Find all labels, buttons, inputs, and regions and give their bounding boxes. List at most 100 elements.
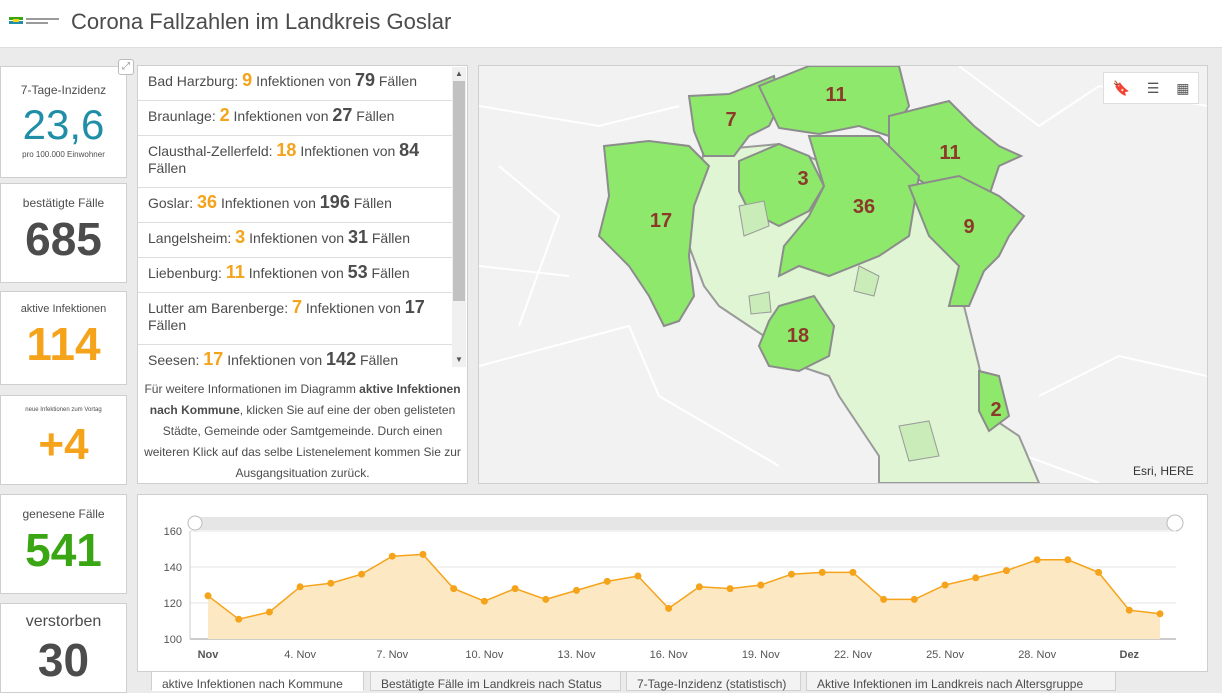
list-item-total: 196: [319, 192, 350, 212]
list-item-name: Lutter am Barenberge:: [148, 300, 289, 316]
kpi-confirmed: bestätigte Fälle 685: [0, 183, 127, 283]
tab-active-infections[interactable]: aktive Infektionen nach Kommune: [151, 671, 364, 691]
list-item[interactable]: Langelsheim: 3 Infektionen von 31 Fällen: [138, 223, 452, 258]
list-item-mid: Infektionen von: [227, 352, 323, 368]
list-info-note: Für weitere Informationen im Diagramm ak…: [138, 375, 467, 483]
data-point: [542, 595, 550, 603]
list-scrollbar[interactable]: ▲ ▼: [452, 67, 466, 367]
list-item-name: Langelsheim:: [148, 230, 232, 246]
list-item-name: Seesen:: [148, 352, 200, 368]
map-region-seesen: [597, 139, 711, 328]
data-point: [419, 550, 427, 558]
map-panel[interactable]: 11 7 11 3 36 17 9 18 2: [478, 65, 1208, 484]
list-item[interactable]: Bad Harzburg: 9 Infektionen von 79 Fälle…: [138, 66, 452, 101]
list-item-mid: Infektionen von: [233, 108, 329, 124]
data-point: [1125, 606, 1133, 614]
x-tick-label: 16. Nov: [650, 649, 688, 661]
map-regions-active: [597, 66, 1026, 433]
list-item[interactable]: Liebenburg: 11 Infektionen von 53 Fällen: [138, 258, 452, 293]
list-note-text: Für weitere Informationen im Diagramm: [144, 382, 360, 396]
data-point: [327, 579, 335, 587]
list-item-active: 7: [291, 297, 302, 317]
y-tick-label: 140: [164, 562, 182, 574]
list-item-mid: Infektionen von: [256, 73, 352, 89]
map-label: 17: [650, 210, 672, 232]
tab-age-groups[interactable]: Aktive Infektionen im Landkreis nach Alt…: [806, 671, 1116, 691]
kpi-incidence-label: 7-Tage-Inzidenz: [20, 83, 107, 97]
data-point: [757, 581, 765, 589]
y-tick-label: 160: [164, 526, 182, 538]
map-label: 7: [725, 109, 736, 131]
map-label: 11: [939, 142, 960, 164]
tab-incidence[interactable]: 7-Tage-Inzidenz (statistisch): [626, 671, 801, 691]
app-header: Corona Fallzahlen im Landkreis Goslar: [0, 0, 1222, 48]
list-item-mid: Infektionen von: [305, 300, 401, 316]
x-tick-label: 19. Nov: [742, 649, 780, 661]
municipality-list-panel: Bad Harzburg: 9 Infektionen von 79 Fälle…: [137, 65, 468, 484]
list-note-bold: aktive Infektionen nach Kommune: [149, 382, 461, 417]
x-tick-label: 25. Nov: [926, 649, 964, 661]
x-tick-label: 4. Nov: [284, 649, 316, 661]
kpi-deceased-label: verstorben: [25, 613, 102, 630]
list-item[interactable]: Goslar: 36 Infektionen von 196 Fällen: [138, 188, 452, 223]
kpi-recovered: genesene Fälle 541: [0, 494, 127, 594]
list-item-total: 17: [404, 297, 425, 317]
data-point: [787, 570, 795, 578]
series-area: [208, 554, 1160, 639]
data-point: [358, 570, 366, 578]
data-point: [450, 585, 458, 593]
list-item-active: 36: [197, 192, 218, 212]
kpi-recovered-value: 541: [25, 524, 102, 576]
kpi-deceased-value: 30: [37, 634, 90, 686]
list-item[interactable]: Lutter am Barenberge: 7 Infektionen von …: [138, 293, 452, 345]
scroll-up-icon[interactable]: ▲: [455, 69, 463, 78]
active-infections-chart: 100 120 140 160 Nov 4. Nov 7. Nov 10. Nov 13. No…: [164, 514, 1184, 661]
list-item[interactable]: Clausthal-Zellerfeld: 18 Infektionen von…: [138, 136, 452, 188]
data-point: [1064, 556, 1072, 564]
list-item-end: Fällen: [353, 195, 392, 211]
map-label: 2: [990, 399, 1001, 421]
list-item-active: 17: [203, 349, 224, 369]
list-item-mid: Infektionen von: [220, 195, 316, 211]
data-point: [235, 615, 243, 623]
scroll-thumb[interactable]: [453, 81, 465, 301]
kpi-active: aktive Infektionen 114: [0, 291, 127, 385]
x-tick-label: Nov: [198, 649, 220, 661]
list-item-active: 3: [235, 227, 246, 247]
list-icon[interactable]: ☰: [1146, 79, 1160, 96]
map-region-braunlage: [978, 369, 1011, 433]
list-item-name: Bad Harzburg:: [148, 73, 239, 89]
map-label: 18: [787, 325, 809, 347]
qr-icon[interactable]: ▦: [1176, 79, 1190, 96]
list-item-end: Fällen: [356, 108, 395, 124]
expand-icon[interactable]: ⤢: [118, 59, 134, 75]
data-point: [1156, 610, 1164, 618]
bookmark-icon[interactable]: 🔖: [1112, 79, 1130, 96]
kpi-new-infections: neue Infektionen zum Vortag +4: [0, 395, 127, 485]
map-label: 11: [825, 84, 846, 106]
data-point: [972, 574, 980, 582]
list-item[interactable]: Seesen: 17 Infektionen von 142 Fällen: [138, 345, 452, 375]
map-region-bad-harzburg-east: [907, 174, 1026, 307]
kpi-new-label: neue Infektionen zum Vortag: [25, 407, 102, 413]
kpi-deceased: verstorben 30: [0, 603, 127, 693]
list-item-end: Fällen: [359, 352, 399, 368]
map-region-clausthal: [757, 294, 836, 373]
list-item-name: Braunlage:: [148, 108, 216, 124]
list-item-total: 84: [399, 140, 420, 160]
list-item-name: Liebenburg:: [148, 265, 222, 281]
data-point: [480, 597, 488, 605]
list-item-total: 27: [332, 105, 353, 125]
data-point: [511, 585, 519, 593]
map-canvas[interactable]: 11 7 11 3 36 17 9 18 2: [479, 66, 1207, 483]
list-item-active: 9: [242, 70, 253, 90]
data-point: [695, 583, 703, 591]
list-note-text-end: , klicken Sie auf eine der oben gelistet…: [144, 403, 461, 480]
map-toolbar: 🔖 ☰ ▦: [1103, 72, 1199, 104]
tab-confirmed-status[interactable]: Bestätigte Fälle im Landkreis nach Statu…: [370, 671, 621, 691]
list-item[interactable]: Braunlage: 2 Infektionen von 27 Fällen: [138, 101, 452, 136]
data-point: [849, 568, 857, 576]
scroll-down-icon[interactable]: ▼: [455, 355, 463, 364]
list-item-active: 18: [276, 140, 297, 160]
map-region-lutter: [687, 74, 781, 157]
